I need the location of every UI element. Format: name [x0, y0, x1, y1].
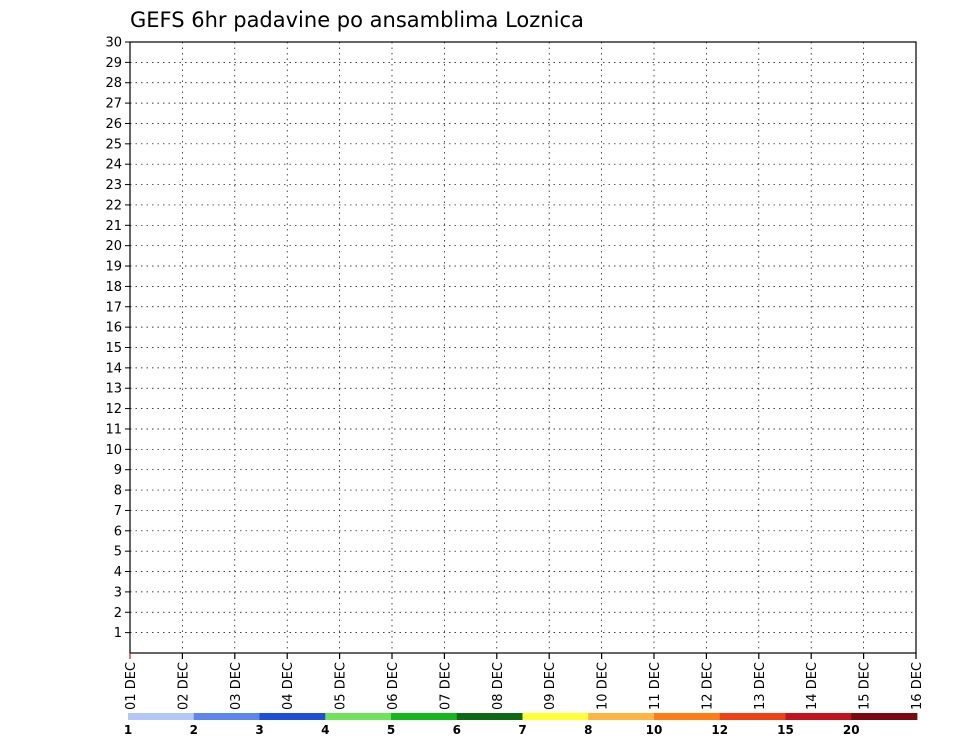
y-tick-label: 30: [105, 36, 122, 51]
x-tick-label: 01 DEC: [124, 662, 139, 710]
y-tick-label: 27: [105, 97, 122, 112]
y-tick-label: 18: [105, 280, 122, 295]
y-tick-label: 13: [105, 382, 122, 397]
y-tick-label: 2: [114, 606, 122, 621]
x-tick-label: 04 DEC: [281, 662, 296, 710]
y-tick-label: 21: [105, 219, 122, 234]
y-tick-label: 26: [105, 117, 122, 132]
y-tick-label: 22: [105, 198, 122, 213]
colorbar-swatch: [193, 713, 260, 720]
x-tick-label: 08 DEC: [491, 662, 506, 710]
x-tick-label: 15 DEC: [858, 662, 873, 710]
colorbar-label: 10: [646, 723, 663, 737]
y-tick-label: 20: [105, 239, 122, 254]
y-tick-label: 10: [105, 443, 122, 458]
y-tick-label: 8: [114, 484, 122, 499]
chart-title: GEFS 6hr padavine po ansamblima Loznica: [130, 8, 584, 32]
colorbar: 1 2 3 4 5 6 7 8 10 12 15 20: [124, 713, 918, 737]
y-tick-label: 1: [114, 626, 122, 641]
y-tick-label: 5: [114, 545, 122, 560]
colorbar-swatch: [785, 713, 852, 720]
y-tick-label: 4: [114, 565, 122, 580]
x-tick-label: 14 DEC: [805, 662, 820, 710]
x-tick-label: 16 DEC: [910, 662, 925, 710]
grid-layer: [130, 41, 916, 653]
colorbar-swatch: [259, 713, 326, 720]
y-tick-label: 23: [105, 178, 122, 193]
colorbar-label: 12: [711, 723, 728, 737]
y-tick-label: 7: [114, 504, 122, 519]
y-tick-label: 16: [105, 321, 122, 336]
x-tick-label: 11 DEC: [648, 662, 663, 710]
colorbar-label: 2: [190, 723, 198, 737]
plot-frame: [129, 41, 917, 654]
colorbar-swatch: [851, 713, 918, 720]
colorbar-swatch: [128, 713, 195, 720]
x-tick-label: 02 DEC: [176, 662, 191, 710]
x-tick-label: 13 DEC: [753, 662, 768, 710]
colorbar-label: 8: [584, 723, 592, 737]
colorbar-swatch: [456, 713, 523, 720]
y-tick-label: 19: [105, 260, 122, 275]
colorbar-label: 15: [777, 723, 794, 737]
colorbar-label: 4: [321, 723, 329, 737]
colorbar-label: 20: [843, 723, 860, 737]
y-axis: 1234567891011121314151617181920212223242…: [105, 36, 130, 641]
x-tick-label: 03 DEC: [229, 662, 244, 710]
colorbar-swatch: [719, 713, 786, 720]
colorbar-swatch: [391, 713, 458, 720]
y-tick-label: 11: [105, 422, 122, 437]
y-tick-label: 14: [105, 361, 122, 376]
colorbar-swatch: [522, 713, 589, 720]
y-tick-label: 28: [105, 76, 122, 91]
y-tick-label: 17: [105, 300, 122, 315]
y-tick-label: 12: [105, 402, 122, 417]
y-tick-label: 6: [114, 524, 122, 539]
colorbar-label: 6: [453, 723, 461, 737]
x-axis: 01 DEC 02 DEC 03 DEC 04 DEC 05 DEC 06 DEC 07 D…: [124, 653, 925, 710]
y-tick-label: 3: [114, 585, 122, 600]
y-tick-label: 29: [105, 56, 122, 71]
y-tick-label: 15: [105, 341, 122, 356]
colorbar-label: 7: [518, 723, 526, 737]
x-tick-label: 10 DEC: [596, 662, 611, 710]
colorbar-label: 5: [387, 723, 395, 737]
x-tick-label: 07 DEC: [438, 662, 453, 710]
y-tick-label: 24: [105, 158, 122, 173]
colorbar-swatch: [588, 713, 655, 720]
x-tick-label: 09 DEC: [543, 662, 558, 710]
colorbar-label: 1: [124, 723, 132, 737]
y-tick-label: 25: [105, 137, 122, 152]
x-tick-label: 06 DEC: [386, 662, 401, 710]
colorbar-label: 3: [255, 723, 263, 737]
x-tick-label: 05 DEC: [334, 662, 349, 710]
y-tick-label: 9: [114, 463, 122, 478]
x-tick-label: 12 DEC: [700, 662, 715, 710]
colorbar-swatch: [654, 713, 721, 720]
colorbar-swatch: [325, 713, 392, 720]
